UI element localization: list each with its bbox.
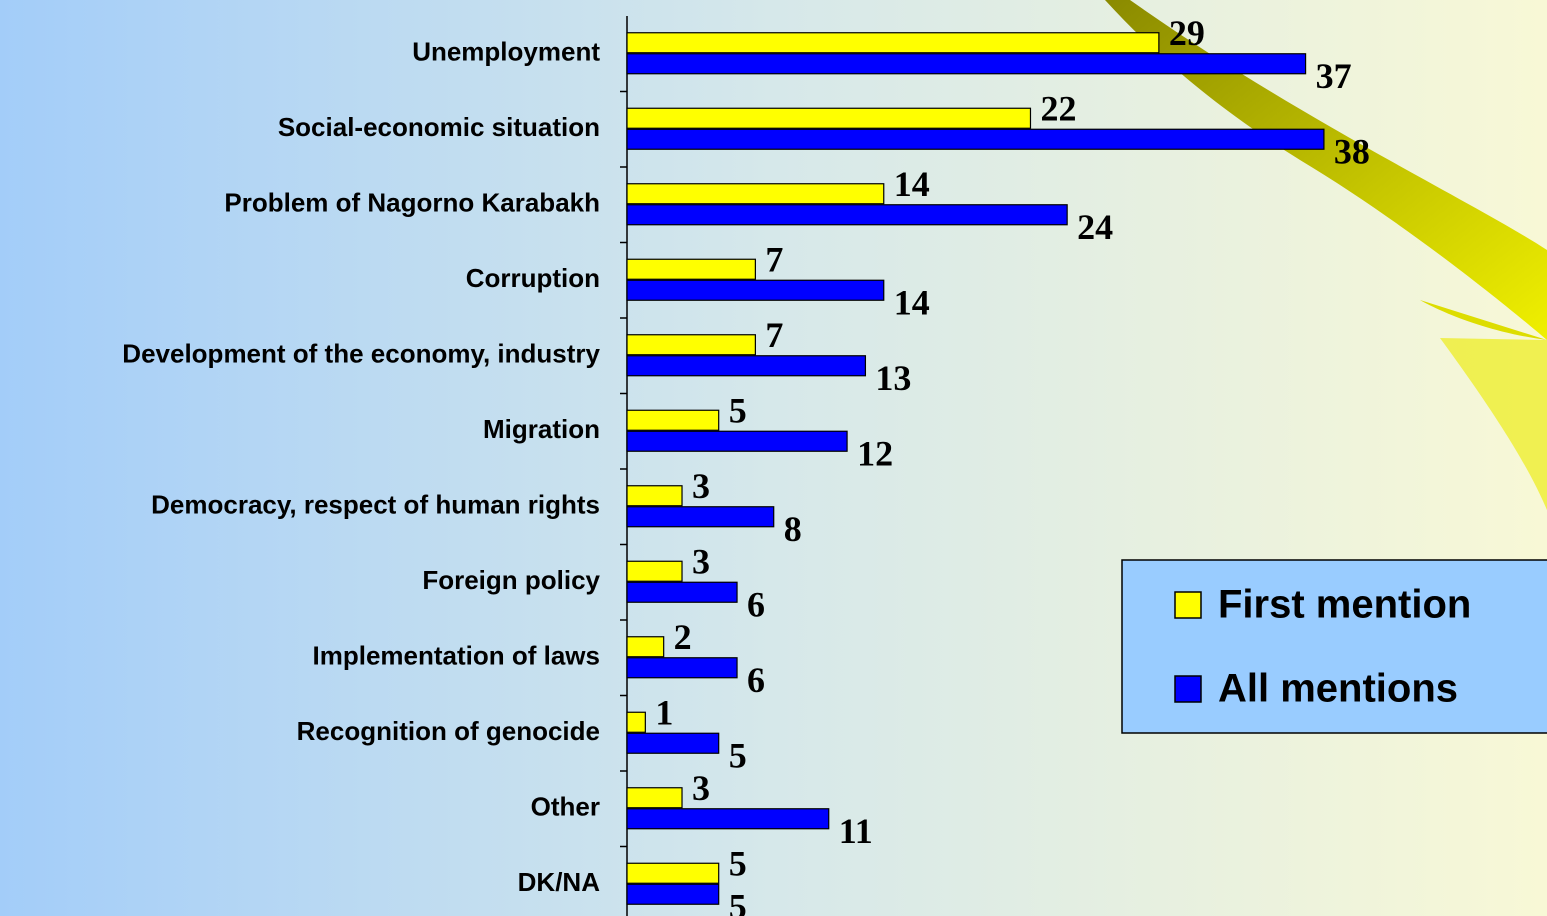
bar: [627, 280, 884, 300]
category-label: Foreign policy: [422, 565, 600, 595]
bar: [627, 410, 719, 430]
value-label: 22: [1040, 89, 1076, 129]
value-label: 6: [747, 585, 765, 625]
bar: [627, 108, 1030, 128]
bar: [627, 431, 847, 451]
value-label: 29: [1169, 13, 1205, 53]
bar: [627, 658, 737, 678]
category-label: Development of the economy, industry: [122, 339, 600, 369]
category-label: Problem of Nagorno Karabakh: [224, 188, 600, 218]
value-label: 13: [875, 358, 911, 398]
value-label: 14: [894, 164, 930, 204]
bar: [627, 712, 645, 732]
bar: [627, 809, 829, 829]
value-label: 3: [692, 768, 710, 808]
value-label: 7: [765, 315, 783, 355]
bar: [627, 733, 719, 753]
value-label: 24: [1077, 207, 1113, 247]
value-label: 38: [1334, 132, 1370, 172]
value-label: 1: [655, 693, 673, 733]
bar: [627, 507, 774, 527]
bar: [627, 582, 737, 602]
bar: [627, 129, 1324, 149]
bar: [627, 788, 682, 808]
category-label: Migration: [483, 414, 600, 444]
value-label: 3: [692, 542, 710, 582]
value-label: 5: [729, 887, 747, 916]
value-label: 12: [857, 434, 893, 474]
value-label: 5: [729, 844, 747, 884]
value-label: 14: [894, 283, 930, 323]
legend-swatch: [1175, 676, 1201, 702]
bar: [627, 33, 1159, 53]
category-label: Recognition of genocide: [297, 716, 600, 746]
category-label: Corruption: [466, 263, 600, 293]
value-label: 8: [784, 509, 802, 549]
page: {"chart_data": {"type": "bar", "orientat…: [0, 0, 1547, 916]
value-label: 11: [839, 811, 873, 851]
value-label: 2: [674, 617, 692, 657]
legend-swatch: [1175, 592, 1201, 618]
bar: [627, 335, 755, 355]
bar: [627, 54, 1306, 74]
value-label: 5: [729, 736, 747, 776]
category-label: Other: [531, 792, 600, 822]
category-label: Democracy, respect of human rights: [151, 490, 600, 520]
category-label: DK/NA: [518, 867, 601, 897]
bar: [627, 486, 682, 506]
bar: [627, 561, 682, 581]
value-label: 3: [692, 466, 710, 506]
bar: [627, 356, 865, 376]
category-label: Unemployment: [412, 37, 600, 67]
bar: [627, 637, 664, 657]
bar: [627, 205, 1067, 225]
value-label: 6: [747, 660, 765, 700]
legend-label: All mentions: [1218, 667, 1458, 711]
category-label: Implementation of laws: [313, 641, 601, 671]
value-label: 7: [765, 240, 783, 280]
bar: [627, 184, 884, 204]
chart: First mention All mentions Unemployment 29…: [0, 0, 1547, 916]
bar: [627, 884, 719, 904]
category-label: Social-economic situation: [278, 112, 600, 142]
bar: [627, 259, 755, 279]
bar: [627, 863, 719, 883]
legend-label: First mention: [1218, 583, 1471, 627]
value-label: 5: [729, 391, 747, 431]
legend: First mention All mentions: [1122, 560, 1547, 733]
value-label: 37: [1316, 56, 1352, 96]
